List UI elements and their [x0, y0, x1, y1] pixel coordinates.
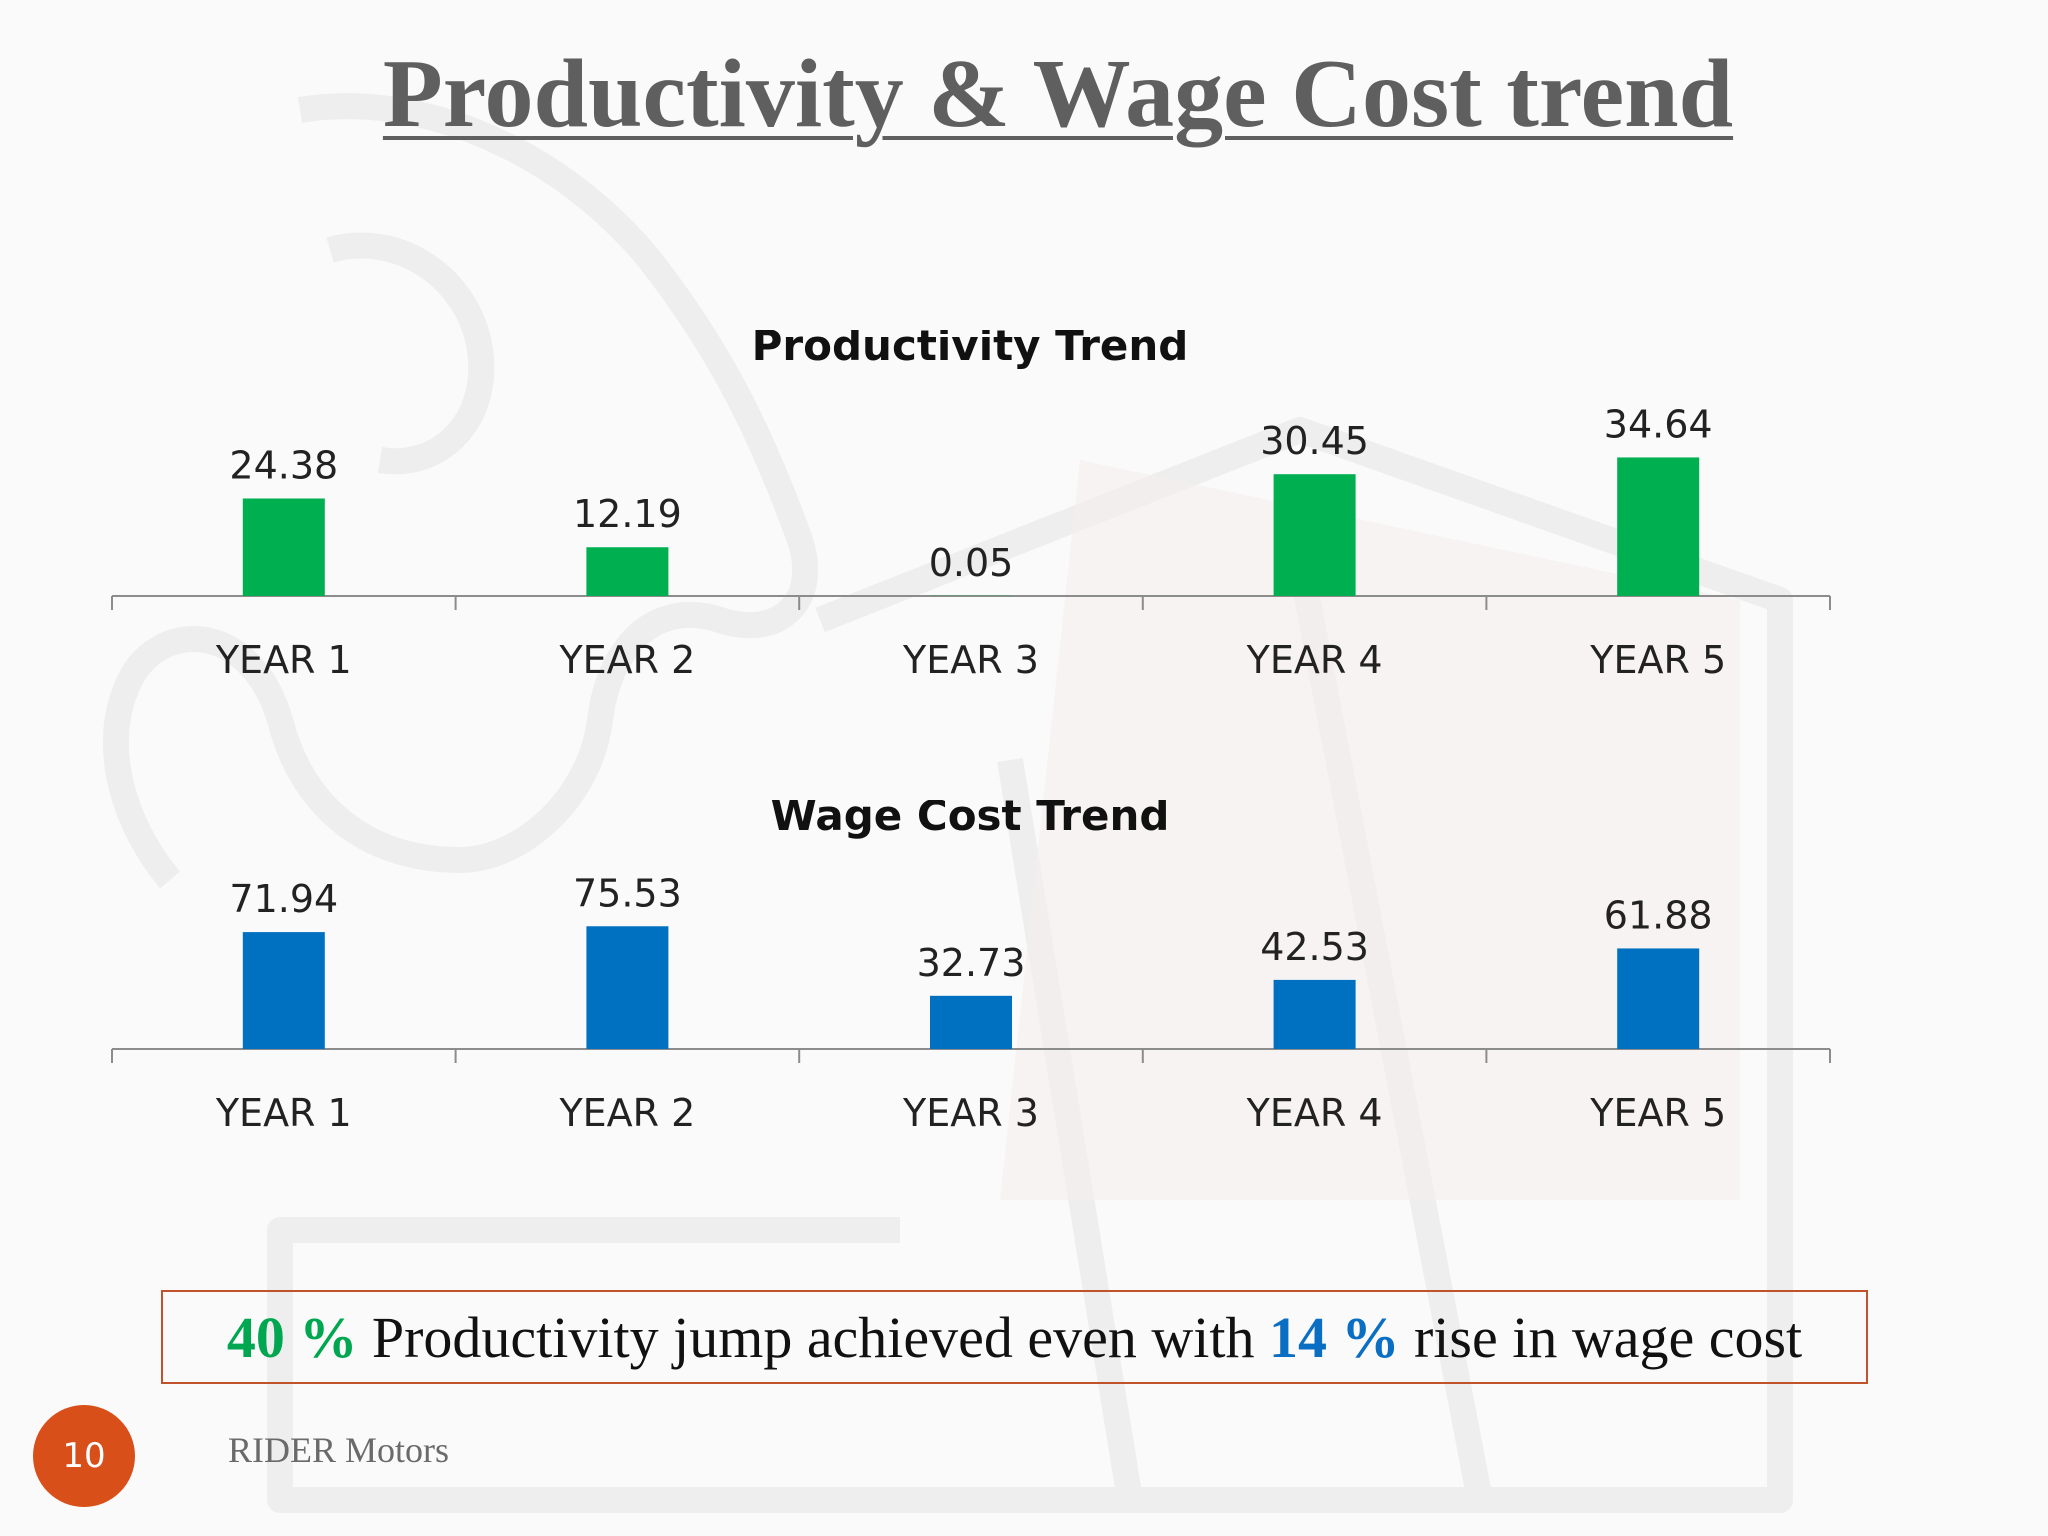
productivity-chart: Productivity Trend 24.38 YEAR 1 12.19 YEAR 2… — [111, 330, 1831, 682]
productivity-jump-value: 40 % — [226, 1304, 358, 1370]
footer-company: RIDER Motors — [228, 1430, 450, 1470]
chart-title: Productivity Trend — [752, 330, 1189, 370]
data-label: 34.64 — [1604, 402, 1713, 446]
page-number-badge: 10 — [33, 1405, 135, 1507]
chart-title: Wage Cost Trend — [771, 800, 1170, 840]
data-label: 61.88 — [1604, 893, 1713, 937]
data-label: 32.73 — [917, 941, 1026, 985]
category-label: YEAR 3 — [902, 638, 1039, 682]
summary-callout: 40 % Productivity jump achieved even wit… — [161, 1290, 1868, 1384]
callout-text-part2: rise in wage cost — [1399, 1304, 1803, 1370]
category-label: YEAR 4 — [1246, 1091, 1383, 1135]
category-label: YEAR 4 — [1246, 638, 1383, 682]
callout-text-part1: Productivity jump achieved even with — [357, 1304, 1269, 1370]
bar — [586, 547, 669, 596]
category-label: YEAR 3 — [902, 1091, 1039, 1135]
category-label: YEAR 2 — [558, 638, 695, 682]
bar — [1273, 979, 1356, 1049]
category-label: YEAR 1 — [215, 638, 352, 682]
bar — [1617, 457, 1700, 596]
data-label: 71.94 — [229, 877, 338, 921]
bar — [242, 932, 325, 1049]
category-label: YEAR 1 — [215, 1091, 352, 1135]
wage-cost-chart: Wage Cost Trend 71.94 YEAR 1 75.53 YEAR 2 32.… — [111, 800, 1831, 1135]
bar — [930, 995, 1012, 1049]
wage-rise-value: 14 % — [1269, 1304, 1400, 1370]
data-label: 24.38 — [229, 443, 338, 487]
bar — [242, 498, 325, 596]
data-label: 75.53 — [573, 871, 682, 915]
bar — [1617, 948, 1700, 1049]
bar — [586, 926, 669, 1049]
data-label: 0.05 — [929, 541, 1014, 585]
category-label: YEAR 5 — [1589, 1091, 1726, 1135]
data-label: 42.53 — [1260, 925, 1369, 969]
bar — [1273, 474, 1356, 596]
slide-title: Productivity & Wage Cost trend — [382, 40, 1734, 148]
category-label: YEAR 5 — [1589, 638, 1726, 682]
category-label: YEAR 2 — [558, 1091, 695, 1135]
data-label: 12.19 — [573, 492, 682, 536]
data-label: 30.45 — [1260, 419, 1369, 463]
